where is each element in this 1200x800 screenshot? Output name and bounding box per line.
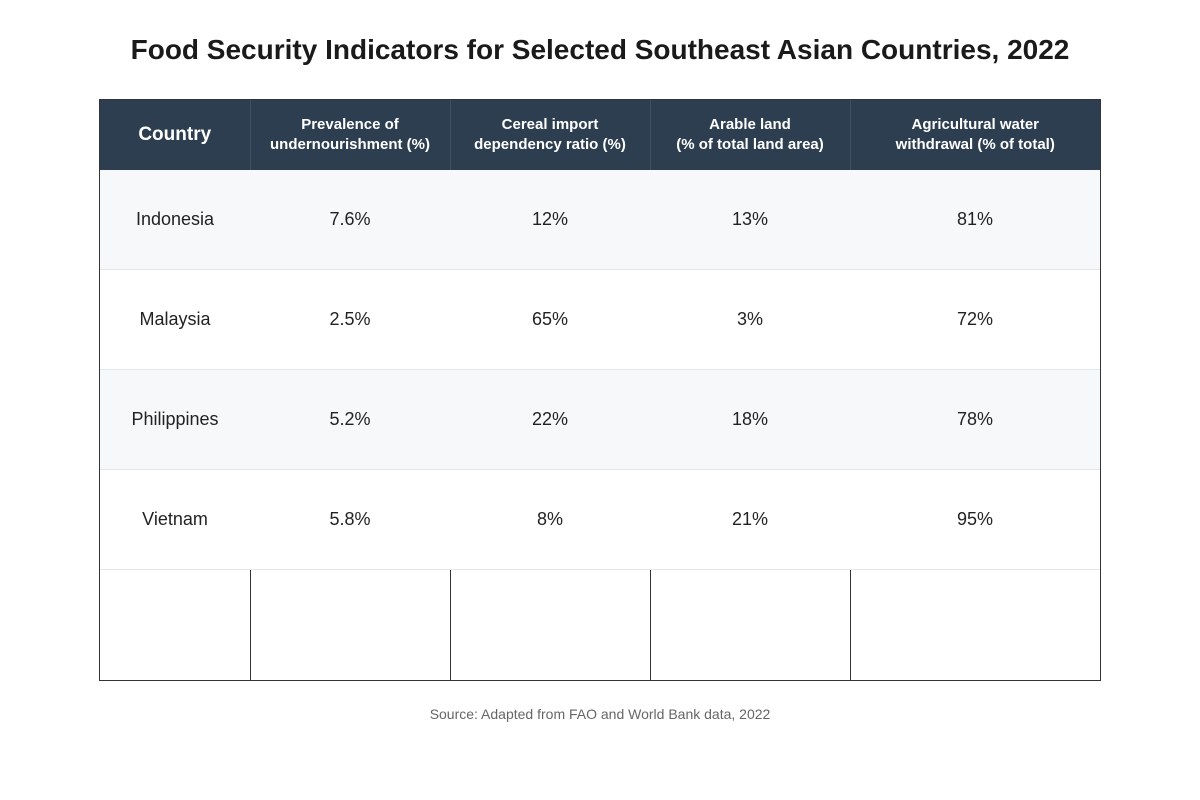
- column-header-label: Prevalence of: [301, 116, 399, 133]
- country-cell: Indonesia: [100, 170, 250, 270]
- column-header-label: Agricultural water: [911, 116, 1040, 133]
- table-row: Malaysia 2.5% 65% 3% 72%: [100, 269, 1100, 370]
- column-header-label: undernourishment (%): [270, 136, 430, 153]
- column-header-cereal-import: Cereal import dependency ratio (%): [450, 100, 651, 170]
- water-withdrawal-cell: 81%: [850, 170, 1100, 270]
- cereal-import-cell: 22%: [450, 369, 650, 470]
- column-divider: [250, 570, 251, 680]
- page-title: Food Security Indicators for Selected So…: [130, 34, 1070, 65]
- cereal-import-cell: 8%: [450, 469, 650, 570]
- water-withdrawal-cell: 72%: [850, 269, 1100, 370]
- table-header-row: Country Prevalence of undernourishment (…: [100, 100, 1100, 170]
- column-header-undernourishment: Prevalence of undernourishment (%): [250, 100, 451, 170]
- undernourishment-cell: 2.5%: [250, 269, 450, 370]
- arable-land-cell: 21%: [650, 469, 850, 570]
- column-header-arable-land: Arable land (% of total land area): [650, 100, 851, 170]
- column-header-label: withdrawal (% of total): [895, 136, 1055, 153]
- undernourishment-cell: 5.8%: [250, 469, 450, 570]
- cereal-import-cell: 65%: [450, 269, 650, 370]
- arable-land-cell: 18%: [650, 369, 850, 470]
- column-divider: [450, 570, 451, 680]
- country-cell: Philippines: [100, 369, 250, 470]
- table-row: Philippines 5.2% 22% 18% 78%: [100, 369, 1100, 470]
- column-header-country: Country: [100, 100, 251, 170]
- column-header-label: Cereal import: [501, 116, 599, 133]
- column-header-label: Arable land: [709, 116, 791, 133]
- undernourishment-cell: 7.6%: [250, 170, 450, 270]
- table-row: Indonesia 7.6% 12% 13% 81%: [100, 170, 1100, 270]
- water-withdrawal-cell: 95%: [850, 469, 1100, 570]
- column-header-label: Country: [138, 124, 212, 145]
- arable-land-cell: 3%: [650, 269, 850, 370]
- column-divider: [650, 570, 651, 680]
- column-divider: [850, 570, 851, 680]
- cereal-import-cell: 12%: [450, 170, 650, 270]
- indicators-table: Country Prevalence of undernourishment (…: [100, 100, 1100, 570]
- column-header-label: dependency ratio (%): [474, 136, 626, 153]
- source-note: Source: Adapted from FAO and World Bank …: [429, 706, 771, 722]
- column-header-water-withdrawal: Agricultural water withdrawal (% of tota…: [850, 100, 1100, 170]
- indicators-table-container: Country Prevalence of undernourishment (…: [99, 99, 1101, 681]
- arable-land-cell: 13%: [650, 170, 850, 270]
- undernourishment-cell: 5.2%: [250, 369, 450, 470]
- country-cell: Vietnam: [100, 469, 250, 570]
- water-withdrawal-cell: 78%: [850, 369, 1100, 470]
- table-row: Vietnam 5.8% 8% 21% 95%: [100, 469, 1100, 570]
- column-header-label: (% of total land area): [676, 136, 824, 153]
- country-cell: Malaysia: [100, 269, 250, 370]
